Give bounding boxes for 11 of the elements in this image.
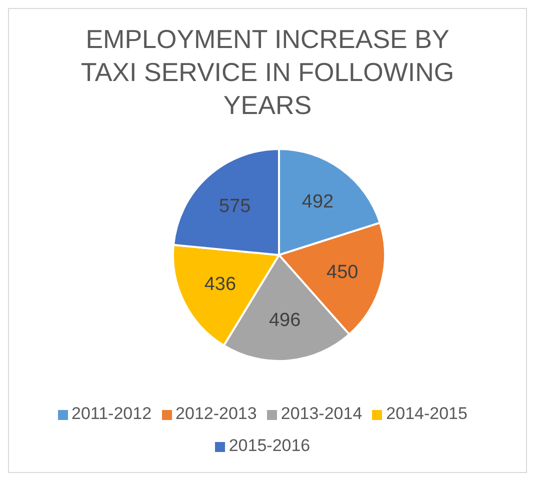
data-label: 450 (326, 262, 358, 283)
legend-label: 2012-2013 (176, 404, 257, 423)
legend-label: 2015-2016 (228, 436, 310, 455)
data-label: 436 (204, 274, 236, 295)
chart-title: EMPLOYMENT INCREASE BY TAXI SERVICE IN FOLLOWING YEARS (80, 23, 456, 122)
legend-label: 2014-2015 (386, 404, 468, 423)
data-label: 496 (268, 310, 301, 331)
data-label: 492 (302, 191, 334, 212)
data-label: 575 (218, 196, 251, 217)
legend-label: 2011-2012 (72, 404, 152, 423)
legend-label: 2013-2014 (280, 404, 362, 423)
